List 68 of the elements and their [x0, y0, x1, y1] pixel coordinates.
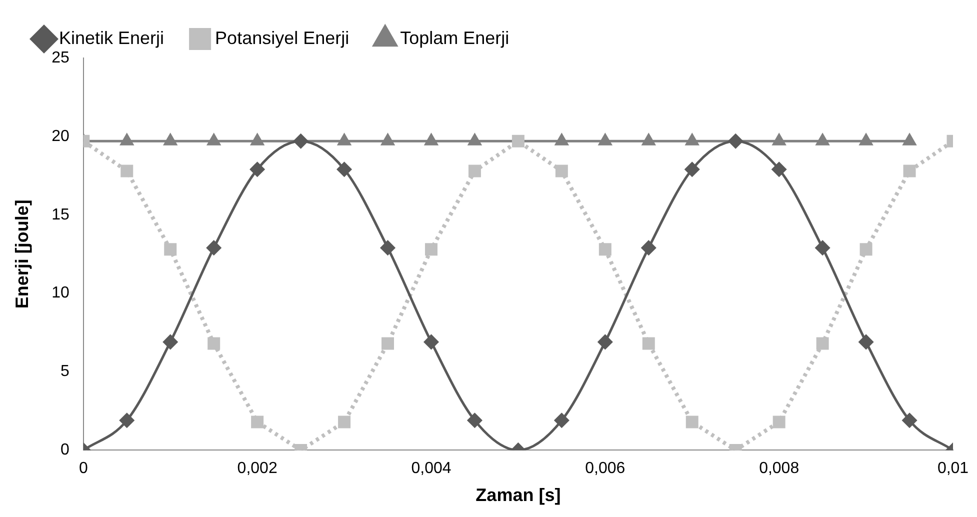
- y-tick-label: 15: [52, 206, 70, 224]
- point: [207, 134, 220, 146]
- point: [468, 164, 481, 178]
- point: [598, 334, 612, 350]
- point: [208, 337, 220, 350]
- y-axis-title: Enerji [joule]: [12, 200, 32, 309]
- point: [728, 134, 743, 148]
- point: [772, 162, 786, 177]
- point: [512, 134, 524, 148]
- point: [858, 334, 874, 350]
- point: [382, 337, 394, 350]
- y-tick-label: 25: [52, 49, 70, 66]
- point: [337, 162, 352, 177]
- point: [338, 416, 351, 428]
- point: [250, 134, 264, 146]
- y-tick-label: 20: [52, 128, 70, 145]
- legend-label: Toplam Enerji: [400, 28, 510, 48]
- y-tick-label: 5: [60, 363, 70, 380]
- point: [294, 134, 308, 148]
- point: [641, 240, 656, 256]
- point: [642, 134, 656, 146]
- point: [381, 134, 394, 146]
- point: [120, 134, 134, 146]
- point: [860, 243, 872, 256]
- point: [467, 413, 482, 428]
- x-axis-title: Zaman [s]: [476, 485, 561, 506]
- point: [902, 413, 917, 428]
- x-tick-label: 0,002: [237, 460, 278, 478]
- point: [903, 164, 916, 178]
- point: [815, 240, 830, 256]
- legend-label: Potansiyel Enerji: [215, 28, 350, 48]
- point: [164, 134, 177, 146]
- point: [555, 134, 568, 146]
- point: [380, 240, 396, 256]
- point: [903, 134, 916, 146]
- point: [684, 162, 700, 177]
- point: [598, 134, 612, 146]
- point: [250, 162, 265, 177]
- point: [468, 134, 482, 146]
- point: [251, 416, 264, 428]
- point: [120, 413, 134, 428]
- point: [424, 334, 438, 350]
- point: [424, 243, 438, 256]
- point: [338, 134, 351, 146]
- point: [686, 416, 698, 428]
- y-tick-label: 0: [60, 442, 70, 459]
- point: [686, 134, 699, 146]
- point: [816, 134, 830, 146]
- point: [206, 240, 222, 256]
- point: [163, 334, 178, 350]
- point: [772, 416, 786, 428]
- x-tick-label: 0,01: [937, 460, 969, 478]
- legend-label: Kinetik Enerji: [59, 28, 164, 48]
- point: [424, 134, 438, 146]
- point: [642, 337, 655, 350]
- x-tick-label: 0,006: [585, 460, 626, 478]
- point: [120, 164, 134, 178]
- point: [555, 164, 568, 178]
- point: [860, 134, 872, 146]
- x-tick-label: 0: [78, 460, 88, 478]
- x-tick-label: 0,008: [759, 460, 800, 478]
- point: [598, 243, 612, 256]
- point: [164, 243, 177, 256]
- point: [772, 134, 786, 146]
- x-tick-label: 0,004: [411, 460, 452, 478]
- y-tick-label: 10: [52, 284, 70, 302]
- point: [816, 337, 829, 350]
- point: [554, 413, 569, 428]
